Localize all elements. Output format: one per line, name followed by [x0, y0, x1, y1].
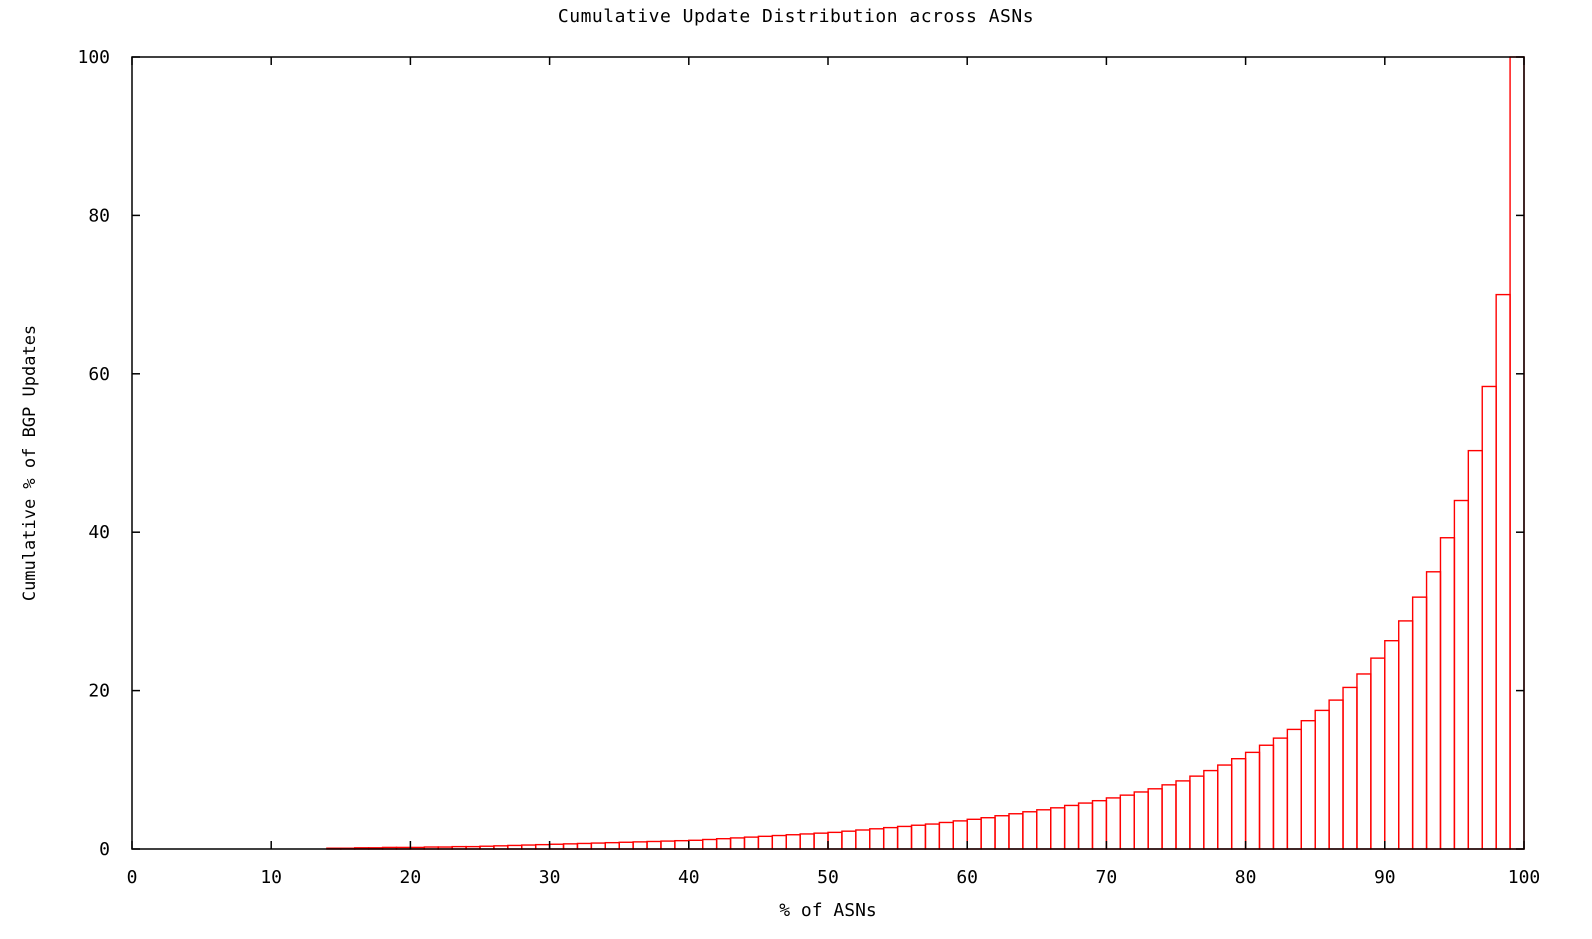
bar [1356, 673, 1372, 850]
x-tick-label: 0 [127, 867, 138, 888]
bar [1189, 775, 1205, 850]
bars-layer [326, 56, 1525, 850]
x-tick-label: 40 [678, 867, 700, 888]
bar [646, 840, 662, 850]
x-tick-label: 10 [260, 867, 282, 888]
bar [1481, 385, 1497, 850]
x-axis-label: % of ASNs [779, 900, 877, 921]
bar [1105, 797, 1122, 850]
bar [1342, 686, 1358, 850]
bar [1398, 620, 1414, 850]
bar [660, 840, 676, 850]
bar [980, 817, 996, 850]
bar [827, 831, 843, 850]
bar [1411, 596, 1428, 850]
bar [1077, 802, 1094, 850]
ticks-layer [131, 56, 1525, 850]
bar [882, 826, 899, 850]
bar [1119, 794, 1135, 850]
bar [674, 839, 690, 850]
bar [785, 834, 801, 850]
bar [841, 830, 857, 850]
x-tick-label: 100 [1508, 867, 1541, 888]
bar [924, 823, 941, 850]
bar [1050, 807, 1066, 850]
bar [1161, 784, 1177, 850]
bar [1384, 640, 1400, 850]
y-tick-label: 20 [88, 681, 110, 702]
y-tick-label: 40 [88, 522, 110, 543]
y-axis-label: Cumulative % of BGP Updates [20, 324, 40, 602]
bar [1244, 751, 1261, 850]
bar [1008, 813, 1024, 850]
x-tick-label: 80 [1235, 867, 1257, 888]
bar [771, 834, 787, 850]
bar [688, 839, 704, 850]
bar [632, 841, 648, 850]
tick-labels-layer: 0 10 20 30 40 50 60 70 80 90 100 0 20 40 60 80 100 [77, 47, 1540, 888]
y-tick-label: 60 [88, 364, 110, 385]
chart-title: Cumulative Update Distribution across AS… [557, 6, 1035, 27]
bar [702, 838, 718, 850]
y-tick-label: 80 [88, 205, 110, 226]
bar [757, 835, 774, 850]
y-tick-label: 100 [77, 47, 110, 68]
bar [1022, 811, 1038, 850]
bar [1258, 744, 1275, 850]
bar [1328, 699, 1344, 850]
bar [855, 829, 871, 850]
bar [1272, 737, 1289, 850]
bar [562, 843, 579, 850]
x-tick-label: 30 [539, 867, 561, 888]
bar [952, 820, 968, 850]
bar [1314, 709, 1330, 850]
bar [813, 832, 829, 850]
bar [1203, 769, 1219, 850]
x-tick-label: 70 [1096, 867, 1118, 888]
bar [1509, 56, 1525, 850]
bar [966, 818, 982, 850]
bar [994, 815, 1010, 850]
bar [715, 838, 732, 850]
bar [938, 821, 954, 850]
bar [1439, 537, 1456, 850]
x-tick-label: 20 [400, 867, 422, 888]
bar [576, 842, 593, 850]
bar [910, 824, 927, 850]
bar [1467, 449, 1483, 850]
x-tick-label: 90 [1374, 867, 1396, 888]
bar [1175, 780, 1191, 850]
bar [743, 836, 760, 850]
bar [604, 841, 620, 850]
bar [1425, 571, 1442, 850]
bar [1230, 758, 1247, 850]
y-tick-label: 0 [99, 839, 110, 860]
bar [896, 825, 913, 850]
bar [869, 828, 885, 850]
bar [1036, 809, 1052, 850]
bar [1091, 799, 1108, 850]
bar [799, 833, 815, 850]
bar [729, 837, 746, 850]
bar [1063, 804, 1080, 850]
x-tick-label: 50 [817, 867, 839, 888]
bar [618, 841, 634, 850]
bar [1217, 764, 1233, 850]
bar [590, 842, 606, 850]
bar [1495, 293, 1511, 850]
x-tick-label: 60 [956, 867, 978, 888]
bar [1133, 791, 1149, 850]
bar [1453, 499, 1470, 850]
bar [1286, 728, 1302, 850]
bar [1147, 788, 1163, 850]
bar [1300, 719, 1316, 850]
bar [1370, 657, 1386, 850]
